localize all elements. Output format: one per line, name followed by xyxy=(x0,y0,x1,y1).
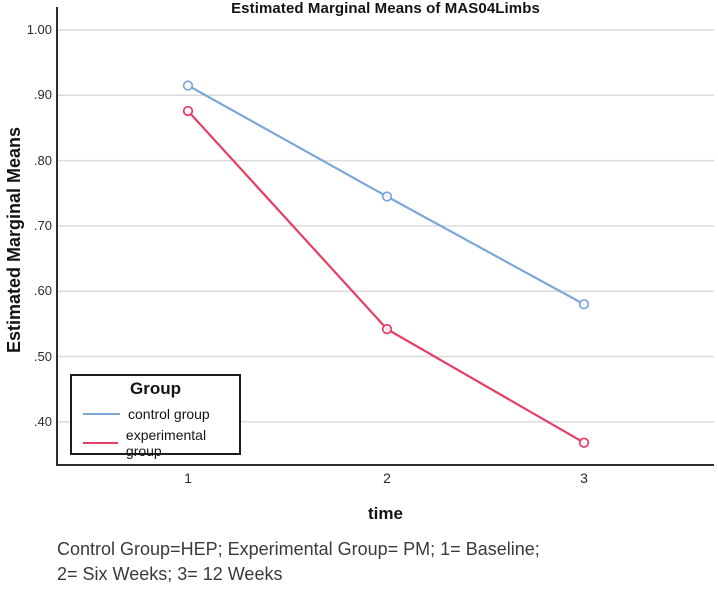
data-point-marker-experimental-group xyxy=(182,105,194,117)
legend: Group control group experimental group xyxy=(70,374,241,459)
data-point-marker-control-group xyxy=(578,299,590,310)
legend-label-control-group: control group xyxy=(128,406,210,422)
x-tick-label: 1 xyxy=(184,470,192,486)
experimental-group-line-swatch xyxy=(83,441,118,445)
x-axis-title: time xyxy=(368,504,403,523)
data-point-marker-experimental-group xyxy=(578,437,590,448)
chart-title: Estimated Marginal Means of MAS04Limbs xyxy=(231,0,540,17)
caption-line-2: 2= Six Weeks; 3= 12 Weeks xyxy=(57,564,283,584)
data-point-marker-control-group xyxy=(182,80,194,91)
data-point-marker-control-group xyxy=(381,191,393,202)
y-tick-label: .40 xyxy=(33,413,52,429)
y-axis-title: Estimated Marginal Means xyxy=(4,126,24,354)
legend-title: Group xyxy=(130,379,181,398)
legend-item-control-group: control group xyxy=(72,406,239,422)
y-tick-label: .90 xyxy=(33,87,52,103)
x-tick-label: 3 xyxy=(580,470,588,486)
y-tick-label: .70 xyxy=(33,217,52,233)
y-tick-label: .50 xyxy=(33,348,52,364)
caption-line-1: Control Group=HEP; Experimental Group= P… xyxy=(57,539,540,559)
figure-caption: Control Group=HEP; Experimental Group= P… xyxy=(57,537,540,587)
legend-label-experimental-group: experimental group xyxy=(125,427,207,459)
legend-item-experimental-group: experimental group xyxy=(72,427,239,459)
y-tick-label: .60 xyxy=(33,283,52,299)
data-point-marker-experimental-group xyxy=(381,323,393,335)
control-group-line-swatch xyxy=(83,412,120,416)
y-tick-label: 1.00 xyxy=(26,22,52,37)
x-tick-label: 2 xyxy=(383,470,391,486)
y-tick-label: .80 xyxy=(33,152,52,168)
